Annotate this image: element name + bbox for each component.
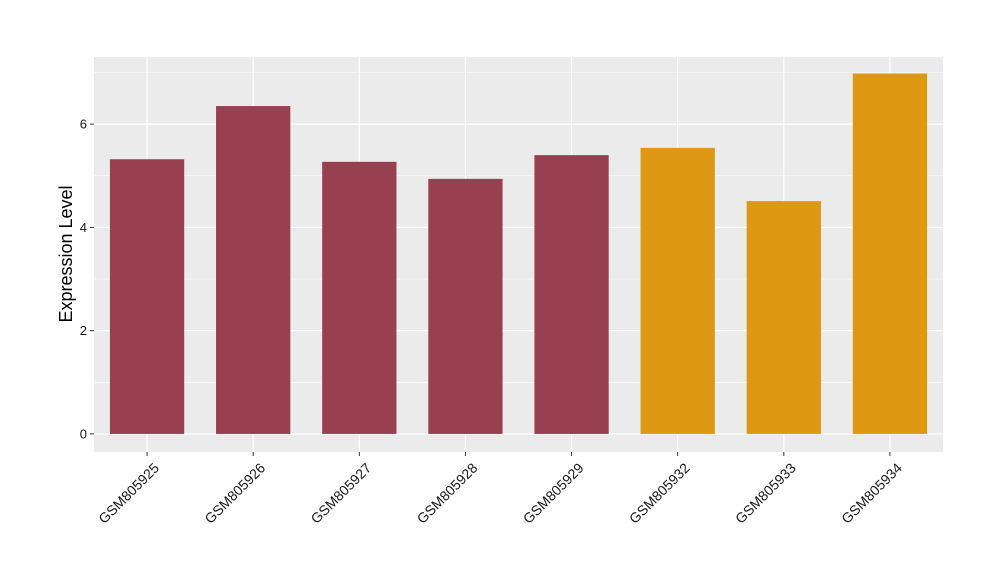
bar-GSM805926 [216, 106, 291, 434]
bar-GSM805927 [322, 161, 397, 434]
y-axis-title: Expression Level [56, 185, 76, 322]
bars [109, 73, 928, 434]
y-tick-label: 0 [80, 426, 87, 441]
bar-GSM805934 [852, 73, 928, 434]
y-tick-label: 4 [80, 220, 87, 235]
bar-GSM805932 [640, 147, 715, 434]
bar-GSM805928 [428, 178, 503, 434]
bar-GSM805925 [109, 159, 185, 434]
bar-GSM805929 [534, 155, 609, 434]
y-tick-label: 2 [80, 323, 87, 338]
y-tick-label: 6 [80, 117, 87, 132]
bar-GSM805933 [746, 201, 821, 434]
